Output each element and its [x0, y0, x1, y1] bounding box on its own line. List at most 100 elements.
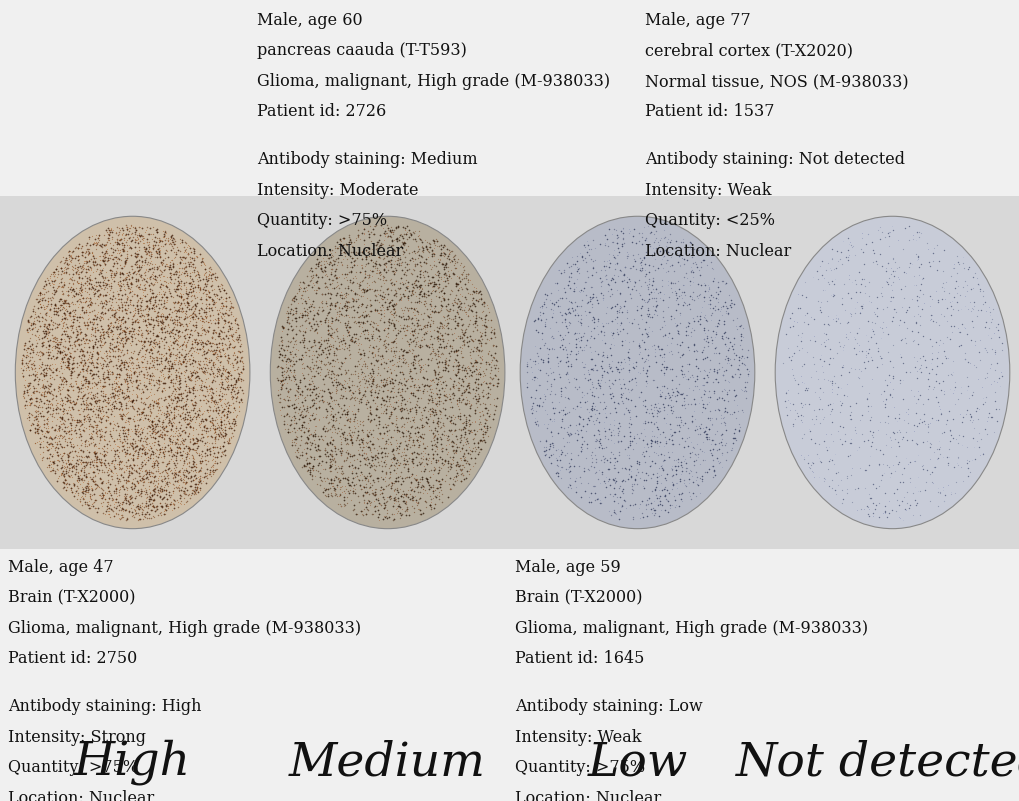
Point — [405, 387, 421, 400]
Point — [214, 279, 230, 292]
Point — [329, 368, 345, 381]
Point — [184, 261, 201, 274]
Point — [867, 443, 883, 456]
Point — [326, 360, 342, 372]
Point — [864, 497, 880, 509]
Point — [589, 391, 605, 404]
Point — [75, 416, 92, 429]
Point — [185, 409, 202, 422]
Point — [667, 304, 684, 317]
Point — [173, 291, 190, 304]
Point — [41, 443, 57, 456]
Point — [324, 379, 340, 392]
Point — [64, 288, 81, 301]
Point — [68, 453, 85, 466]
Point — [23, 351, 40, 364]
Point — [457, 324, 473, 336]
Point — [828, 388, 845, 400]
Point — [207, 347, 223, 360]
Point — [197, 450, 213, 463]
Point — [92, 288, 108, 301]
Point — [276, 392, 292, 405]
Point — [452, 346, 469, 359]
Point — [468, 308, 484, 321]
Point — [137, 411, 153, 424]
Point — [425, 372, 441, 385]
Point — [70, 277, 87, 290]
Point — [366, 219, 382, 232]
Point — [158, 407, 174, 420]
Point — [194, 434, 210, 447]
Point — [387, 321, 404, 334]
Point — [32, 286, 48, 299]
Point — [81, 422, 97, 435]
Point — [455, 326, 472, 339]
Point — [383, 376, 399, 388]
Point — [142, 452, 158, 465]
Point — [180, 352, 197, 365]
Point — [298, 460, 314, 473]
Point — [131, 279, 148, 292]
Point — [63, 417, 79, 430]
Point — [803, 311, 819, 324]
Point — [583, 300, 599, 313]
Point — [77, 480, 94, 493]
Point — [59, 256, 75, 269]
Point — [51, 317, 67, 330]
Point — [190, 347, 206, 360]
Point — [360, 268, 376, 281]
Point — [169, 280, 185, 293]
Point — [632, 308, 648, 321]
Point — [162, 429, 178, 442]
Point — [583, 400, 599, 413]
Point — [461, 396, 477, 409]
Point — [651, 384, 667, 396]
Point — [156, 342, 172, 355]
Point — [352, 279, 368, 292]
Point — [184, 360, 201, 372]
Point — [327, 384, 343, 397]
Point — [366, 453, 382, 465]
Point — [408, 380, 424, 393]
Point — [39, 385, 55, 398]
Point — [649, 241, 665, 254]
Point — [692, 391, 708, 404]
Point — [409, 426, 425, 439]
Point — [894, 243, 910, 256]
Point — [86, 286, 102, 299]
Point — [893, 468, 909, 481]
Point — [280, 409, 297, 422]
Point — [916, 484, 932, 497]
Point — [309, 276, 325, 289]
Point — [390, 497, 407, 510]
Point — [339, 405, 356, 418]
Point — [26, 423, 43, 436]
Point — [557, 320, 574, 333]
Point — [955, 430, 971, 443]
Point — [56, 441, 72, 453]
Point — [441, 340, 458, 352]
Point — [645, 236, 661, 249]
Point — [615, 356, 632, 368]
Point — [157, 285, 173, 298]
Point — [635, 449, 651, 462]
Point — [152, 322, 168, 335]
Point — [366, 359, 382, 372]
Point — [738, 363, 754, 376]
Point — [526, 315, 542, 328]
Point — [140, 413, 156, 425]
Point — [149, 231, 165, 244]
Point — [216, 393, 232, 406]
Point — [444, 473, 461, 485]
Point — [351, 396, 367, 409]
Point — [52, 429, 68, 441]
Point — [151, 392, 167, 405]
Point — [426, 429, 442, 442]
Point — [696, 309, 712, 322]
Point — [872, 290, 889, 303]
Point — [440, 248, 457, 260]
Point — [206, 272, 222, 285]
Point — [421, 407, 437, 420]
Point — [156, 437, 172, 449]
Point — [627, 276, 643, 289]
